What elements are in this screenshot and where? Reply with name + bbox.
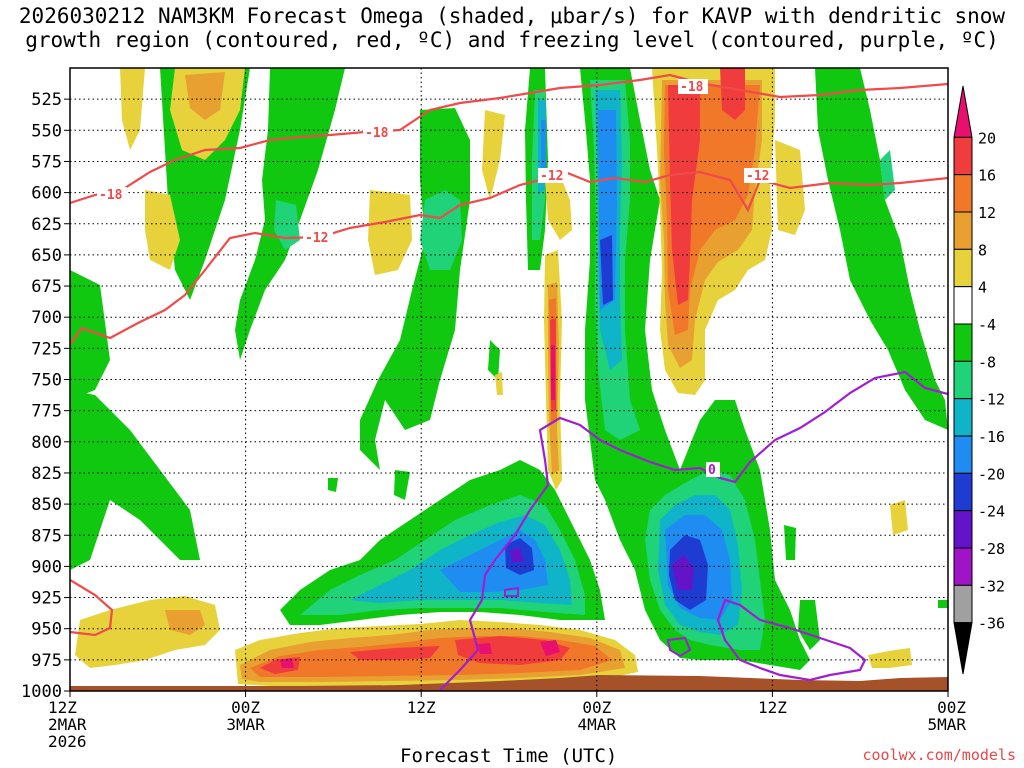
y-tick-label: 800 — [31, 433, 62, 453]
x-tick-label: 00Z — [582, 698, 611, 717]
y-tick-label: 525 — [31, 90, 62, 110]
colorbar-label: -28 — [978, 540, 1005, 558]
colorbar-swatch — [953, 136, 973, 176]
omega-shading — [70, 68, 948, 691]
colorbar-swatch — [953, 174, 973, 213]
omega-magenta-fields — [280, 345, 560, 668]
red-contour-lower — [70, 579, 114, 637]
contours — [70, 73, 948, 691]
purple-freezing-level — [439, 370, 948, 691]
colorbar-label: 4 — [978, 279, 987, 297]
red-label-minus12-b: -12 — [540, 169, 563, 184]
red-label-minus18-b: -18 — [365, 126, 389, 141]
colorbar-swatch — [953, 398, 973, 437]
label-bg — [706, 462, 720, 477]
y-tick-label: 725 — [31, 339, 62, 359]
colorbar-label: -4 — [978, 316, 996, 334]
red-contour-minus12 — [70, 168, 948, 346]
x-tick-label: 00Z — [231, 698, 260, 717]
y-tick-label: 925 — [31, 589, 62, 609]
colorbar-label: -8 — [978, 353, 996, 371]
colorbar-label: -36 — [978, 615, 1005, 633]
colorbar-swatch — [953, 248, 973, 288]
purple-freezing-level-loop — [666, 636, 692, 658]
colorbar-label: 20 — [978, 129, 996, 147]
x-axis-title: Forecast Time (UTC) — [400, 745, 618, 767]
colorbar-swatch — [953, 472, 973, 512]
colorbar-label: -24 — [978, 503, 1005, 521]
colorbar-swatch — [953, 435, 973, 474]
colorbar-swatch — [953, 547, 973, 586]
y-tick-label: 775 — [31, 402, 62, 422]
y-tick-label: 900 — [31, 557, 62, 577]
x-tick-label: 2026 — [48, 732, 87, 751]
y-tick-label: 650 — [31, 246, 62, 266]
label-bg — [97, 187, 127, 202]
label-bg — [538, 168, 568, 183]
colorbar-label: -16 — [978, 428, 1005, 446]
label-bg — [678, 79, 708, 94]
colorbar-cap-top — [953, 85, 973, 138]
y-tick-label: 700 — [31, 308, 62, 328]
colorbar: 20 16 12 8 4 -4 -8 -12 -16 -20 -24 -28 -32 -36 — [953, 85, 1005, 675]
purple-freezing-level-lower — [716, 598, 867, 682]
colorbar-swatch — [953, 584, 973, 624]
x-tick-label: 12Z — [758, 698, 787, 717]
colorbar-label: 16 — [978, 167, 996, 185]
red-label-minus12-c: -12 — [746, 169, 769, 184]
y-tick-label: 875 — [31, 526, 62, 546]
red-label-minus18-a: -18 — [99, 188, 123, 203]
colorbar-swatch — [953, 286, 973, 325]
x-tick-label: 2MAR — [48, 715, 87, 734]
purple-label-zero: 0 — [708, 463, 716, 478]
y-axis: 525 550 575 600 625 650 675 700 725 750 775 800 825 8… — [21, 90, 70, 702]
x-tick-label: 12Z — [48, 698, 77, 717]
colorbar-swatch — [953, 510, 973, 549]
omega-purple-fields — [510, 548, 694, 590]
purple-freezing-level-dot — [504, 586, 519, 597]
label-bg — [744, 168, 774, 183]
colorbar-swatch — [953, 211, 973, 250]
chart-title-line-2: growth region (contoured, red, ºC) and f… — [25, 28, 999, 52]
x-tick-label: 4MAR — [578, 715, 617, 734]
x-tick-label: 3MAR — [226, 715, 265, 734]
x-tick-label: 12Z — [407, 698, 436, 717]
colorbar-label: -12 — [978, 391, 1005, 409]
colorbar-label: -20 — [978, 465, 1005, 483]
x-tick-label: 5MAR — [927, 715, 966, 734]
x-tick-label: 00Z — [937, 698, 966, 717]
colorbar-cap-bottom — [953, 622, 973, 675]
y-tick-label: 950 — [31, 620, 62, 640]
y-tick-label: 600 — [31, 184, 62, 204]
colorbar-swatch — [953, 323, 973, 362]
y-tick-label: 975 — [31, 651, 62, 671]
label-bg — [363, 125, 393, 140]
red-contour-minus18 — [70, 73, 948, 205]
chart-title-line-1: 2026030212 NAM3KM Forecast Omega (shaded… — [18, 4, 1006, 28]
site-credit[interactable]: coolwx.com/models — [862, 746, 1016, 764]
y-tick-label: 675 — [31, 277, 62, 297]
colorbar-label: -32 — [978, 577, 1005, 595]
y-tick-label: 825 — [31, 464, 62, 484]
colorbar-label: 12 — [978, 204, 996, 222]
y-tick-label: 1000 — [21, 682, 62, 702]
y-tick-label: 575 — [31, 152, 62, 172]
y-tick-label: 550 — [31, 121, 62, 141]
y-tick-label: 850 — [31, 495, 62, 515]
red-label-minus12-a: -12 — [305, 231, 328, 246]
terrain — [70, 675, 948, 691]
label-bg — [303, 230, 333, 245]
colorbar-swatch — [953, 360, 973, 400]
colorbar-label: 8 — [978, 241, 987, 259]
red-label-minus18-c: -18 — [680, 80, 704, 95]
y-tick-label: 750 — [31, 371, 62, 391]
y-tick-label: 625 — [31, 215, 62, 235]
